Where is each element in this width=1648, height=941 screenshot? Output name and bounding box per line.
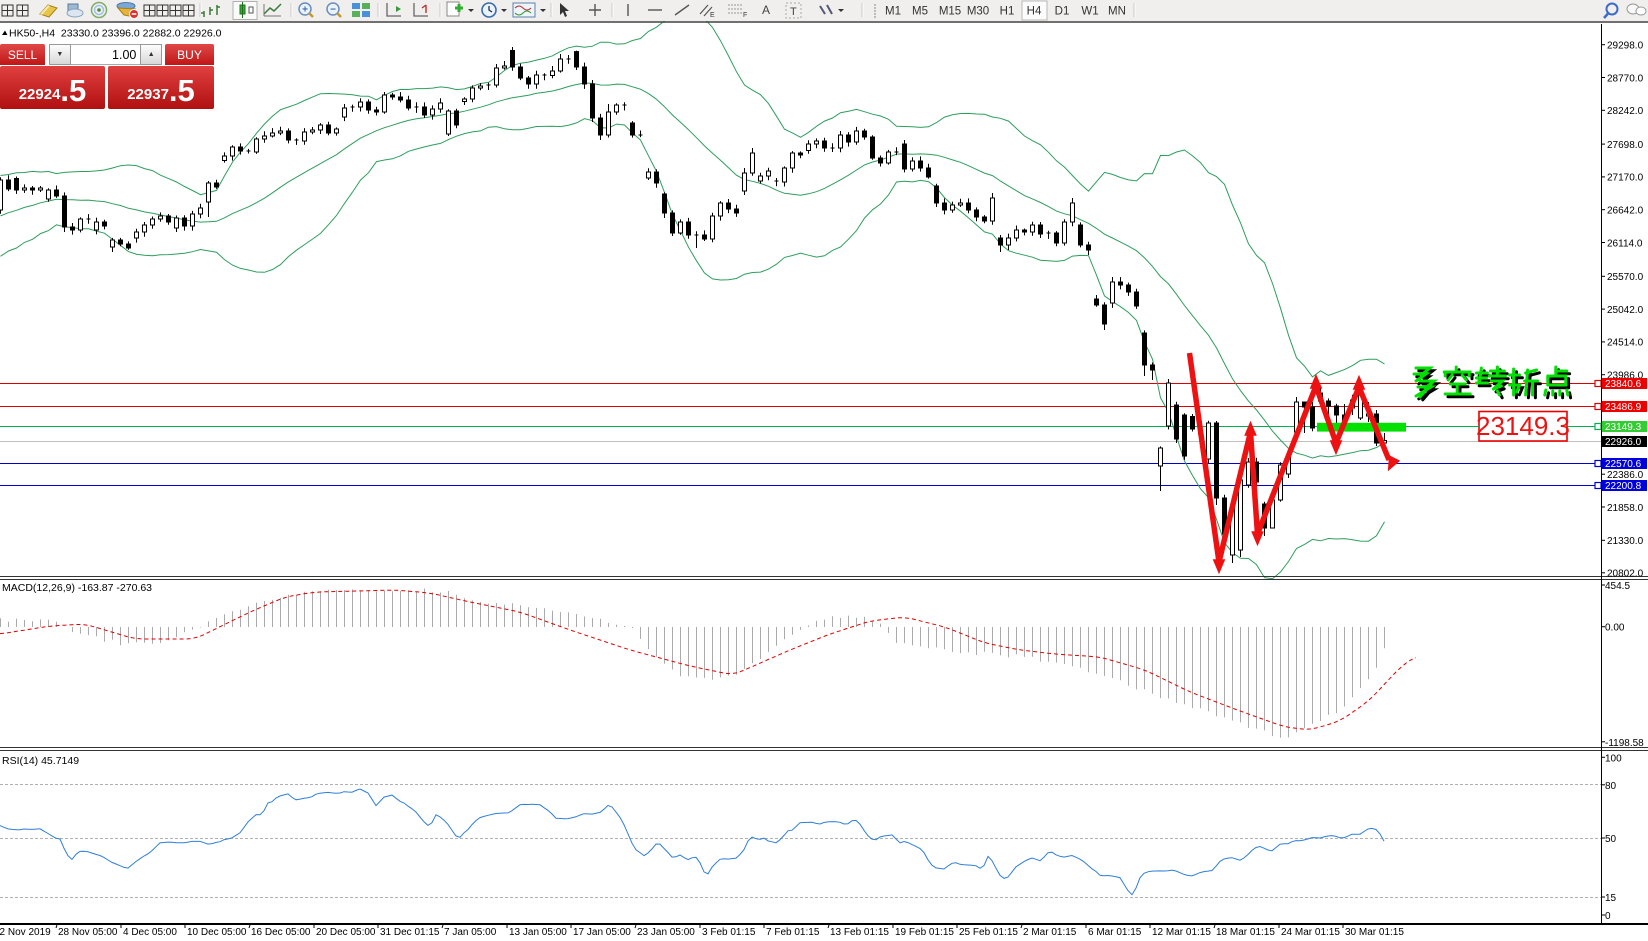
svg-text:D1: D1: [1055, 6, 1070, 18]
svg-text:T: T: [790, 6, 797, 18]
svg-text:4 Dec 05:00: 4 Dec 05:00: [123, 927, 177, 938]
svg-text:22386.0: 22386.0: [1607, 470, 1644, 481]
svg-text:-1198.58: -1198.58: [1605, 738, 1644, 749]
svg-text:22 Nov 2019: 22 Nov 2019: [0, 927, 51, 938]
svg-text:12 Mar 01:15: 12 Mar 01:15: [1152, 927, 1211, 938]
svg-text:13 Feb 01:15: 13 Feb 01:15: [830, 927, 889, 938]
svg-text:26642.0: 26642.0: [1607, 206, 1644, 217]
svg-text:21858.0: 21858.0: [1607, 503, 1644, 514]
svg-text:15: 15: [1605, 893, 1617, 904]
svg-text:454.5: 454.5: [1605, 581, 1630, 592]
svg-text:80: 80: [1605, 781, 1617, 792]
svg-text:+: +: [302, 5, 308, 16]
svg-text:22200.8: 22200.8: [1605, 481, 1642, 492]
svg-text:E: E: [710, 12, 715, 19]
svg-text:30 Mar 01:15: 30 Mar 01:15: [1345, 927, 1404, 938]
svg-text:3 Feb 01:15: 3 Feb 01:15: [702, 927, 756, 938]
svg-text:13 Jan 05:00: 13 Jan 05:00: [509, 927, 567, 938]
svg-text:20802.0: 20802.0: [1607, 569, 1644, 580]
svg-text:23149.3: 23149.3: [1476, 411, 1570, 441]
svg-text:26114.0: 26114.0: [1607, 238, 1643, 249]
svg-text:A: A: [762, 3, 770, 17]
svg-text:25042.0: 25042.0: [1607, 305, 1644, 316]
svg-text:23486.9: 23486.9: [1605, 402, 1642, 413]
svg-text:23 Jan 05:00: 23 Jan 05:00: [637, 927, 695, 938]
svg-text:25 Feb 01:15: 25 Feb 01:15: [959, 927, 1018, 938]
svg-text:17 Jan 05:00: 17 Jan 05:00: [573, 927, 631, 938]
svg-text:M30: M30: [967, 6, 989, 18]
svg-text:MN: MN: [1108, 6, 1126, 18]
svg-text:10 Dec 05:00: 10 Dec 05:00: [187, 927, 247, 938]
svg-text:HK50-,H4 23330.0 23396.0 2288: HK50-,H4 23330.0 23396.0 22882.0 22926.0: [9, 28, 222, 40]
svg-text:100: 100: [1605, 753, 1622, 764]
svg-text:23149.3: 23149.3: [1605, 422, 1642, 433]
svg-text:27698.0: 27698.0: [1607, 140, 1644, 151]
svg-text:24 Mar 01:15: 24 Mar 01:15: [1281, 927, 1340, 938]
svg-text:27170.0: 27170.0: [1607, 173, 1644, 184]
svg-text:25570.0: 25570.0: [1607, 272, 1644, 283]
svg-text:23986.0: 23986.0: [1607, 371, 1644, 382]
svg-text:16 Dec 05:00: 16 Dec 05:00: [251, 927, 311, 938]
svg-text:F: F: [743, 12, 747, 19]
svg-text:20 Dec 05:00: 20 Dec 05:00: [316, 927, 376, 938]
svg-text:0.00: 0.00: [1605, 623, 1625, 634]
svg-text:18 Mar 01:15: 18 Mar 01:15: [1216, 927, 1275, 938]
svg-text:50: 50: [1605, 834, 1617, 845]
svg-text:22570.6: 22570.6: [1605, 459, 1642, 470]
svg-text:28242.0: 28242.0: [1607, 106, 1644, 117]
svg-text:RSI(14) 45.7149: RSI(14) 45.7149: [2, 755, 79, 767]
svg-text:31 Dec 01:15: 31 Dec 01:15: [380, 927, 440, 938]
svg-text:W1: W1: [1081, 6, 1098, 18]
svg-text:0: 0: [1605, 911, 1611, 922]
svg-text:7 Feb 01:15: 7 Feb 01:15: [766, 927, 820, 938]
svg-text:M15: M15: [939, 6, 961, 18]
svg-text:6 Mar 01:15: 6 Mar 01:15: [1088, 927, 1142, 938]
svg-text:23840.6: 23840.6: [1605, 379, 1642, 390]
svg-text:29298.0: 29298.0: [1607, 41, 1644, 52]
svg-text:−: −: [330, 5, 336, 16]
svg-text:M1: M1: [885, 6, 901, 18]
svg-text:24514.0: 24514.0: [1607, 338, 1644, 349]
svg-text:7 Jan 05:00: 7 Jan 05:00: [444, 927, 497, 938]
svg-text:H1: H1: [1000, 6, 1015, 18]
svg-text:M5: M5: [912, 6, 928, 18]
svg-text:19 Feb 01:15: 19 Feb 01:15: [895, 927, 954, 938]
svg-text:22926.0: 22926.0: [1605, 437, 1642, 448]
svg-text:2 Mar 01:15: 2 Mar 01:15: [1023, 927, 1077, 938]
svg-text:MACD(12,26,9) -163.87 -270.63: MACD(12,26,9) -163.87 -270.63: [2, 582, 152, 594]
svg-text:28 Nov 05:00: 28 Nov 05:00: [58, 927, 118, 938]
svg-text:H4: H4: [1027, 6, 1042, 18]
svg-text:21330.0: 21330.0: [1607, 536, 1644, 547]
svg-text:28770.0: 28770.0: [1607, 73, 1644, 84]
